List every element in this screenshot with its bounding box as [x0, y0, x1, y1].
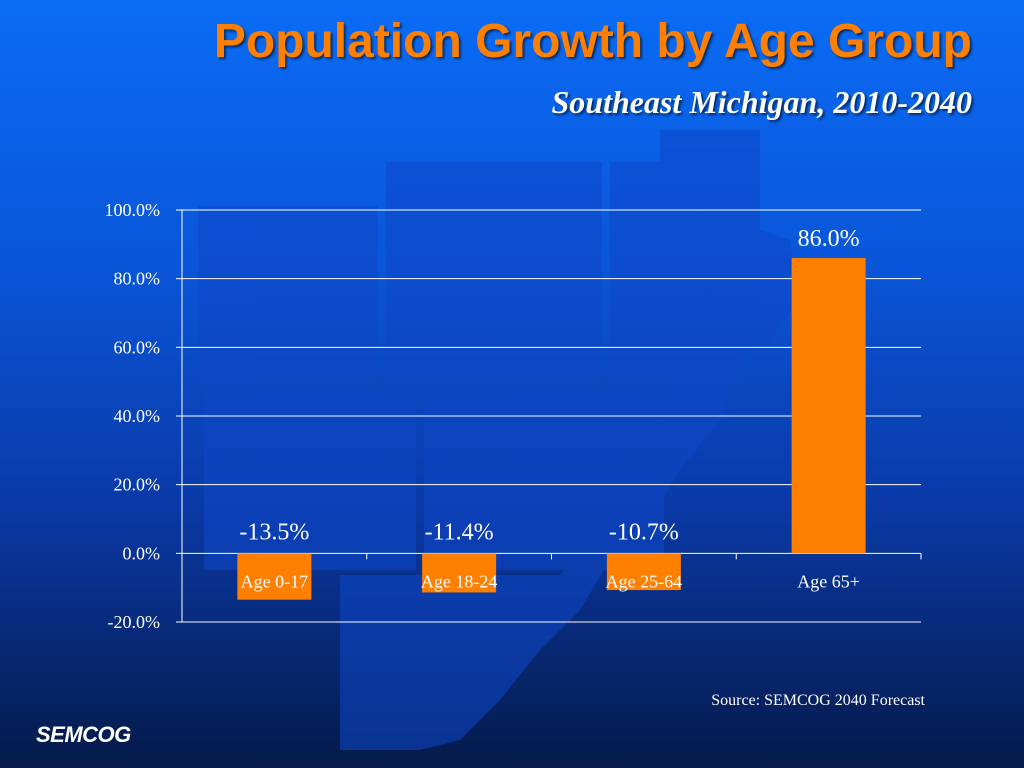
y-tick-label: 60.0% — [114, 337, 161, 357]
x-category-label: Age 25-64 — [606, 571, 682, 591]
page-title: Population Growth by Age Group — [213, 15, 972, 68]
page-subtitle: Southeast Michigan, 2010-2040 — [551, 84, 972, 120]
data-label: -11.4% — [425, 519, 494, 545]
x-category-label: Age 0-17 — [241, 571, 308, 591]
x-category-label: Age 18-24 — [421, 571, 497, 591]
data-label: 86.0% — [798, 226, 860, 252]
bar — [237, 553, 312, 600]
bar — [606, 553, 681, 591]
data-label: -13.5% — [239, 519, 309, 545]
x-category-label: Age 65+ — [797, 571, 860, 591]
y-tick-label: 100.0% — [105, 200, 161, 220]
semcog-logo: SEMCOG — [36, 722, 131, 747]
data-label: -10.7% — [609, 519, 679, 545]
y-tick-label: -20.0% — [108, 612, 161, 632]
y-tick-label: 80.0% — [114, 269, 161, 289]
y-tick-label: 0.0% — [123, 543, 161, 563]
y-tick-label: 20.0% — [114, 475, 161, 495]
bar — [791, 258, 866, 554]
source-note: Source: SEMCOG 2040 Forecast — [711, 692, 925, 709]
bar — [422, 553, 497, 593]
y-tick-label: 40.0% — [114, 406, 161, 426]
